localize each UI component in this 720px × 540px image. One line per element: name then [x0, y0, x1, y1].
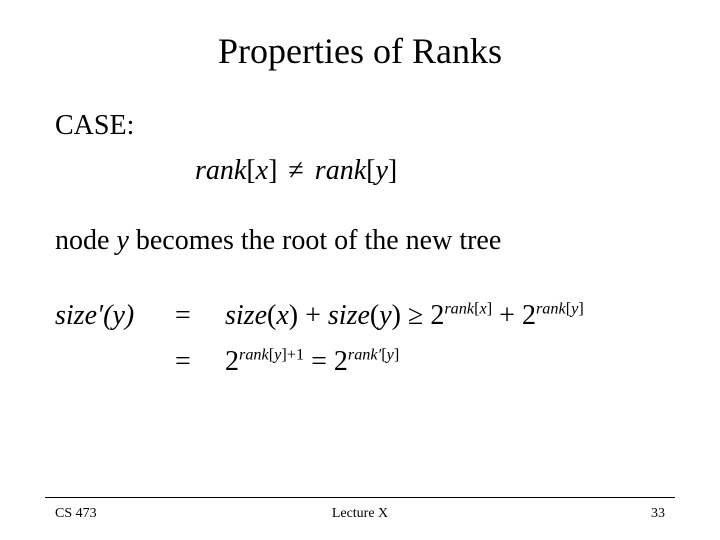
- bracket-close: ]: [268, 155, 277, 186]
- paren-open: (: [267, 300, 276, 331]
- eq-mid: =: [304, 346, 334, 377]
- neq-op: ≠: [284, 155, 307, 186]
- base-2: 2: [522, 300, 536, 331]
- bracket-open: [: [246, 155, 255, 186]
- base-2: 2: [430, 300, 444, 331]
- paren-close: ): [392, 300, 401, 331]
- bracket-close: ]: [388, 155, 397, 186]
- footer-lecture: Lecture X: [0, 506, 720, 522]
- exp-rank-x: rank[x]: [444, 300, 492, 318]
- slide: Properties of Ranks CASE: rank[x] ≠ rank…: [0, 0, 720, 540]
- case-label: CASE:: [55, 110, 134, 142]
- footer-divider: [45, 497, 675, 498]
- equation-row-1: size′(y) = size(x) + size(y) ≥ 2rank[x] …: [55, 300, 584, 332]
- row2-rhs: 2rank[y]+1 = 2rank′[y]: [225, 346, 399, 378]
- rank-arg-right: y: [375, 155, 387, 186]
- node-var: y: [116, 225, 128, 256]
- equation-row-2: = 2rank[y]+1 = 2rank′[y]: [55, 346, 584, 378]
- base-2: 2: [334, 346, 348, 377]
- exp-rank-y: rank[y]: [536, 300, 584, 318]
- plus-op: +: [298, 300, 328, 331]
- plus-op: +: [492, 300, 522, 331]
- size-y-arg: y: [379, 300, 391, 331]
- slide-title: Properties of Ranks: [0, 30, 720, 72]
- exp-rank-prime-y: rank′[y]: [348, 346, 399, 364]
- geq-op: ≥: [401, 300, 430, 331]
- node-post: becomes the root of the new tree: [129, 225, 501, 256]
- equation-block: size′(y) = size(x) + size(y) ≥ 2rank[x] …: [55, 300, 584, 392]
- size-y-fn: size: [328, 300, 370, 331]
- rank-fn-left: rank: [195, 155, 246, 186]
- footer-page: 33: [651, 506, 665, 522]
- node-pre: node: [55, 225, 116, 256]
- size-x-arg: x: [276, 300, 288, 331]
- rank-fn-right: rank: [315, 155, 366, 186]
- base-2: 2: [225, 346, 239, 377]
- paren-open: (: [370, 300, 379, 331]
- size-prime-y: size′(y): [55, 300, 175, 332]
- paren-close: ): [289, 300, 298, 331]
- equals-sign: =: [175, 346, 225, 378]
- row1-rhs: size(x) + size(y) ≥ 2rank[x] + 2rank[y]: [225, 300, 584, 332]
- equals-sign: =: [175, 300, 225, 332]
- rank-arg-left: x: [256, 155, 268, 186]
- size-x-fn: size: [225, 300, 267, 331]
- node-sentence: node y becomes the root of the new tree: [55, 225, 501, 257]
- exp-rank-y-plus1: rank[y]+1: [239, 346, 304, 364]
- rank-inequality: rank[x] ≠ rank[y]: [195, 155, 397, 187]
